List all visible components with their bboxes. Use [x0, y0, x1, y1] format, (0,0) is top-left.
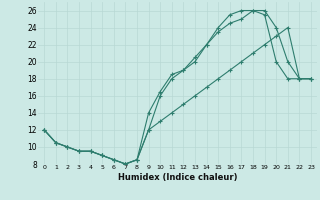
X-axis label: Humidex (Indice chaleur): Humidex (Indice chaleur) [118, 173, 237, 182]
